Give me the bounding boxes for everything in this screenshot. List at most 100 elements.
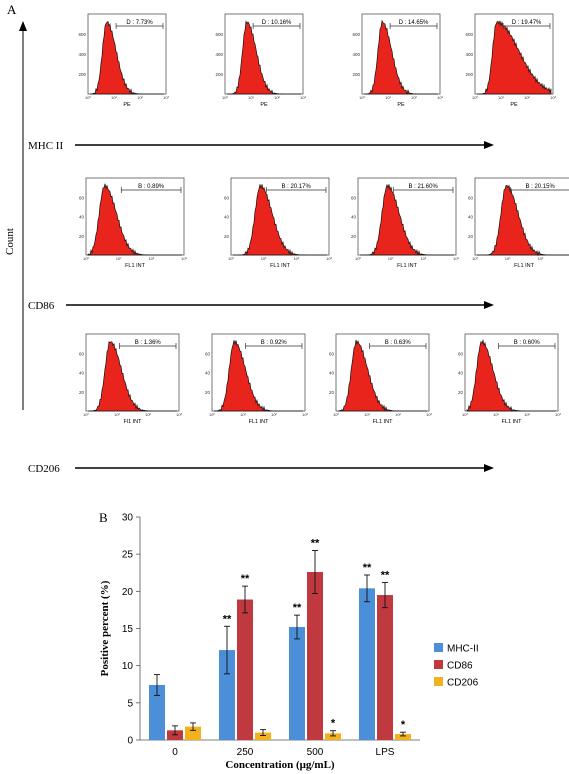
histogram-y-tick: 400 [215,52,223,57]
histogram-x-tick: 10¹ [116,256,122,261]
histogram-x-tick: 10³ [326,256,332,261]
count-axis-label: Count [4,228,16,255]
bar [325,733,341,740]
histogram-x-tick: 10³ [163,95,169,100]
histogram-fill [466,338,556,412]
gate-label: D : 14.65% [399,20,429,26]
histogram-fill [88,341,177,412]
significance-label: ** [241,573,250,585]
histogram-x-tick: 10³ [453,256,459,261]
histogram-x-tick: 10¹ [505,256,511,261]
y-tick-label: 0 [127,736,133,747]
histogram-fill [89,20,164,95]
significance-label: ** [381,569,390,581]
histogram-x-tick: 10⁰ [222,95,228,100]
histogram-fill [227,20,301,95]
histogram-x-label: FL1 INT [502,419,523,425]
histogram-y-tick: 60 [351,195,357,200]
histogram-y-tick: 600 [465,32,473,37]
histogram-x-tick: 10³ [302,412,308,417]
histogram-x-tick: 10³ [550,95,556,100]
histogram-panel: 60 40 20 10⁰ 10¹ 10² 10³ B : 1.36% Fl1 INT [79,333,183,425]
histogram-x-tick: 10² [420,256,426,261]
marker-label: CD86 [28,300,55,312]
histogram-x-tick: 10¹ [240,412,246,417]
bar [255,732,271,740]
histogram-y-tick: 400 [78,52,86,57]
gate-label: B : 20.15% [525,184,555,190]
histogram-y-tick: 20 [329,390,335,395]
significance-label: ** [363,562,372,574]
histogram-x-tick: 10² [145,412,151,417]
histogram-panel: 60 40 20 10⁰ 10¹ 10² 10³ B : 0.60% FL1 INT [458,333,562,425]
legend-label: CD206 [447,678,479,689]
histogram-x-tick: 10⁰ [83,412,89,417]
histogram-fill [477,20,552,95]
histogram-y-tick: 20 [224,234,230,239]
histogram-x-tick: 10³ [555,412,561,417]
y-tick-label: 15 [122,624,134,635]
bar [395,734,411,740]
histogram-x-tick: 10¹ [385,95,391,100]
bar [185,726,201,740]
gate-label: D : 19.47% [512,20,542,26]
histogram-panel: 600 400 200 10⁰ 10¹ 10² 10³ D : 7.73% PE [78,13,170,108]
marker-arrowhead [484,141,494,149]
histogram-x-tick: 10¹ [261,256,267,261]
histogram-x-tick: 10⁰ [209,412,215,417]
histogram-x-tick: 10⁰ [333,412,339,417]
x-tick-label: 250 [237,747,254,758]
histogram-panel: 600 400 200 10⁰ 10¹ 10² 10³ D : 10.16% PE [215,13,307,108]
histogram-x-tick: 10² [274,95,280,100]
histogram-x-tick: 10² [293,256,299,261]
histogram-x-tick: 10² [271,412,277,417]
gate-label: B : 20.17% [281,184,311,190]
gate-label: B : 0.60% [514,340,541,346]
x-axis-label: Concentration (μg/mL) [225,759,335,771]
panel-b-label: B [99,510,108,525]
gate-label: B : 0.63% [385,340,412,346]
histogram-y-tick: 20 [458,390,464,395]
histogram-y-tick: 40 [205,371,211,376]
histogram-y-tick: 20 [351,234,357,239]
histogram-y-tick: 600 [78,32,86,37]
histogram-y-tick: 20 [468,234,474,239]
gate-label: B : 0.92% [261,340,288,346]
gate-label: B : 1.36% [135,340,162,346]
bar [359,588,375,740]
histogram-x-label: Fl1 INT [123,419,142,425]
histogram-panel: 60 40 20 10⁰ 10¹ 10² 10³ B : 20.17% FL1 INT [224,177,333,269]
histogram-x-tick: 10³ [181,256,187,261]
histogram-x-tick: 10⁰ [472,95,478,100]
histogram-y-tick: 60 [458,351,464,356]
histogram-x-tick: 10⁰ [355,256,361,261]
histogram-fill [213,340,303,412]
histogram-y-tick: 60 [224,195,230,200]
histogram-fill [360,183,454,256]
histogram-x-tick: 10³ [176,412,182,417]
histogram-x-tick: 10² [524,412,530,417]
histogram-y-tick: 400 [465,52,473,57]
significance-label: * [401,719,406,731]
histogram-x-label: FL1 INT [514,263,535,269]
histogram-x-tick: 10¹ [248,95,254,100]
gate-label: D : 10.16% [262,20,292,26]
histogram-fill [233,184,327,256]
histogram-panel: 60 40 20 10⁰ 10¹ 10² 10³ B : 0.63% FL1 INT [329,333,433,425]
histogram-y-tick: 200 [465,72,473,77]
histogram-fill [364,19,438,95]
histogram-x-tick: 10¹ [364,412,370,417]
histogram-y-tick: 40 [351,215,357,220]
significance-label: ** [293,602,302,614]
histogram-x-tick: 10⁰ [462,412,468,417]
y-axis-label: Positive percent (%) [99,580,111,676]
y-tick-label: 10 [122,661,134,672]
legend-swatch [434,677,443,686]
histogram-x-label: PE [397,102,405,108]
histogram-x-label: FL1 INT [249,419,270,425]
y-tick-label: 25 [122,550,134,561]
histogram-y-tick: 60 [205,351,211,356]
histogram-x-tick: 10¹ [493,412,499,417]
